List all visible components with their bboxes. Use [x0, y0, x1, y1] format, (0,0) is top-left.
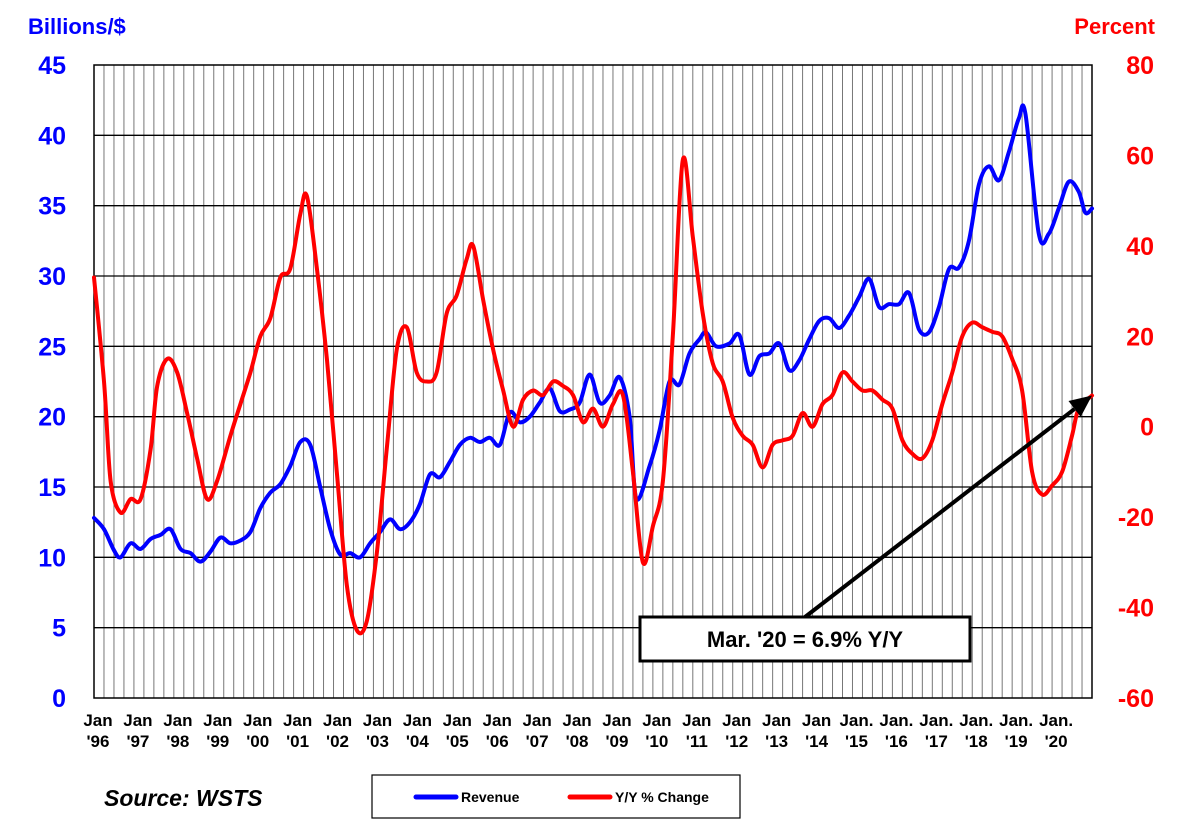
left-tick-label: 25 [38, 333, 66, 361]
right-tick-label: 20 [1126, 323, 1154, 351]
plot-frame [93, 64, 1093, 699]
legend-label-yoy: Y/Y % Change [615, 789, 709, 805]
left-tick-label: 40 [38, 122, 66, 150]
x-tick-label-year: '19 [1005, 732, 1028, 751]
x-tick-label-year: '09 [605, 732, 628, 751]
x-tick-label-month: Jan [642, 711, 671, 730]
x-tick-label-month: Jan [562, 711, 591, 730]
x-tick-label-year: '99 [206, 732, 229, 751]
x-tick-label-year: '08 [566, 732, 589, 751]
right-tick-label: -60 [1118, 685, 1154, 713]
vertical-grid [103, 65, 1083, 698]
legend: Revenue Y/Y % Change [371, 774, 741, 819]
x-tick-label-month: Jan [403, 711, 432, 730]
right-tick-label: 80 [1126, 52, 1154, 80]
left-tick-label: 0 [52, 685, 66, 713]
horizontal-grid [94, 134, 1092, 629]
x-tick-label-month: Jan [243, 711, 272, 730]
left-tick-label: 5 [52, 615, 66, 643]
x-tick-label-month: Jan [163, 711, 192, 730]
x-tick-label-year: '14 [805, 732, 828, 751]
left-tick-label: 15 [38, 474, 66, 502]
left-tick-label: 45 [38, 52, 66, 80]
right-tick-label: -40 [1118, 595, 1154, 623]
annotation-arrow-head [1068, 395, 1092, 417]
x-tick-label-month: Jan [762, 711, 791, 730]
right-axis-ticks: 80 60 40 20 0 -20 -40 -60 [1118, 52, 1154, 713]
x-tick-label-year: '00 [246, 732, 269, 751]
left-tick-label: 30 [38, 263, 66, 291]
annotation-box [638, 615, 972, 663]
series-lines [92, 103, 1094, 636]
x-tick-label-month: Jan [283, 711, 312, 730]
x-tick-label-month: Jan. [879, 711, 913, 730]
series-line-revenue [92, 103, 1094, 564]
legend-label-revenue: Revenue [461, 789, 520, 805]
x-tick-label-month: Jan [722, 711, 751, 730]
x-tick-label-year: '01 [286, 732, 309, 751]
x-tick-label-month: Jan [363, 711, 392, 730]
x-tick-label-year: '10 [645, 732, 668, 751]
left-tick-label: 10 [38, 544, 66, 572]
right-tick-label: 40 [1126, 233, 1154, 261]
x-tick-label-year: '17 [925, 732, 948, 751]
x-tick-label-year: '05 [446, 732, 469, 751]
right-tick-label: 60 [1126, 142, 1154, 170]
x-tick-label-month: Jan. [839, 711, 873, 730]
x-tick-label-month: Jan [483, 711, 512, 730]
x-tick-label-month: Jan. [999, 711, 1033, 730]
right-axis-title: Percent [1074, 14, 1155, 39]
x-axis-ticks: Jan '96 Jan '97 Jan '98 Jan '99 Jan '00 Jan '01 Jan '… [83, 711, 1073, 751]
x-tick-label-month: Jan. [959, 711, 993, 730]
x-tick-label-month: Jan [323, 711, 352, 730]
x-tick-label-year: '07 [526, 732, 549, 751]
x-tick-label-year: '98 [166, 732, 189, 751]
x-tick-label-year: '03 [366, 732, 389, 751]
x-tick-label-month: Jan [602, 711, 631, 730]
annotation-label: Mar. '20 = 6.9% Y/Y [707, 627, 904, 652]
x-tick-label-year: '13 [765, 732, 788, 751]
left-axis-title: Billions/$ [28, 14, 126, 39]
x-tick-label-year: '97 [126, 732, 149, 751]
x-tick-label-month: Jan. [919, 711, 953, 730]
x-tick-label-year: '02 [326, 732, 349, 751]
left-tick-label: 20 [38, 404, 66, 432]
annotation: Mar. '20 = 6.9% Y/Y [638, 395, 1092, 663]
x-tick-label-month: Jan [83, 711, 112, 730]
x-tick-label-year: '06 [486, 732, 509, 751]
x-tick-label-month: Jan [123, 711, 152, 730]
x-tick-label-year: '04 [406, 732, 429, 751]
series-line-yoy-change [92, 155, 1094, 636]
x-tick-label-month: Jan [802, 711, 831, 730]
right-tick-label: -20 [1118, 504, 1154, 532]
x-tick-label-year: '12 [725, 732, 748, 751]
x-tick-label-month: Jan [682, 711, 711, 730]
x-tick-label-month: Jan [203, 711, 232, 730]
x-tick-label-month: Jan. [1039, 711, 1073, 730]
left-tick-label: 35 [38, 193, 66, 221]
x-tick-label-year: '96 [87, 732, 110, 751]
left-axis-ticks: 45 40 35 30 25 20 15 10 5 0 [38, 52, 66, 713]
x-tick-label-year: '15 [845, 732, 868, 751]
source-text: Source: WSTS [104, 785, 263, 811]
annotation-arrow-line [803, 407, 1076, 619]
x-tick-label-year: '11 [686, 732, 708, 751]
x-tick-label-year: '16 [885, 732, 908, 751]
right-tick-label: 0 [1140, 414, 1154, 442]
x-tick-label-year: '18 [965, 732, 988, 751]
x-tick-label-month: Jan [443, 711, 472, 730]
x-tick-label-year: '20 [1045, 732, 1068, 751]
x-tick-label-month: Jan [522, 711, 551, 730]
